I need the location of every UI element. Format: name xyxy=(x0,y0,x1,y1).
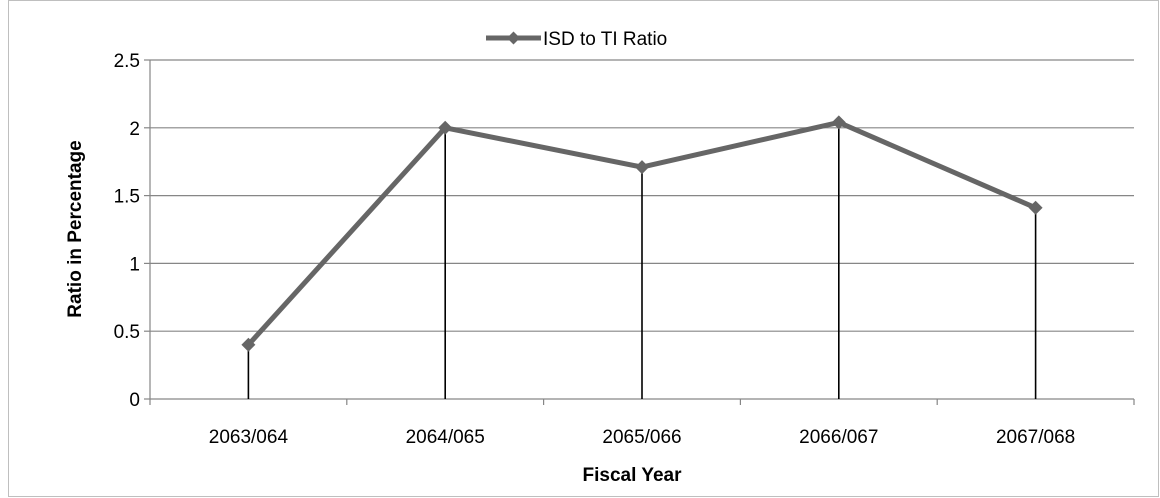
x-tick-labels: 2063/064 2064/065 2065/066 2066/067 2067/068 xyxy=(209,427,1075,448)
y-tick-label: 0 xyxy=(129,390,140,411)
x-tick-label: 2065/066 xyxy=(602,427,681,448)
x-tick-label: 2063/064 xyxy=(209,427,289,448)
x-tick-label: 2064/065 xyxy=(406,427,485,448)
x-axis-title: Fiscal Year xyxy=(583,465,683,486)
y-tick-label: 2.5 xyxy=(114,51,140,72)
axes xyxy=(144,59,1135,405)
y-tick-labels: 0 0.5 1 1.5 2 2.5 xyxy=(114,51,140,411)
y-axis-title: Ratio in Percentage xyxy=(65,140,86,317)
legend: ISD to TI Ratio xyxy=(486,29,667,50)
data-point-marker xyxy=(438,120,453,135)
legend-diamond-marker xyxy=(507,31,520,45)
y-tick-label: 1.5 xyxy=(114,187,140,208)
chart-frame xyxy=(8,0,1159,497)
x-tick-label: 2067/068 xyxy=(996,427,1075,448)
drop-lines xyxy=(247,122,1037,399)
x-tick-label: 2066/067 xyxy=(799,427,878,448)
data-point-marker xyxy=(831,115,846,130)
legend-label: ISD to TI Ratio xyxy=(543,29,667,50)
y-tick-label: 0.5 xyxy=(114,322,140,343)
y-tick-label: 1 xyxy=(129,254,140,275)
series-isd-to-ti-ratio xyxy=(241,115,1043,352)
data-point-marker xyxy=(635,160,649,175)
y-tick-label: 2 xyxy=(129,119,140,140)
data-point-marker xyxy=(1028,200,1043,215)
data-point-marker xyxy=(241,337,256,352)
